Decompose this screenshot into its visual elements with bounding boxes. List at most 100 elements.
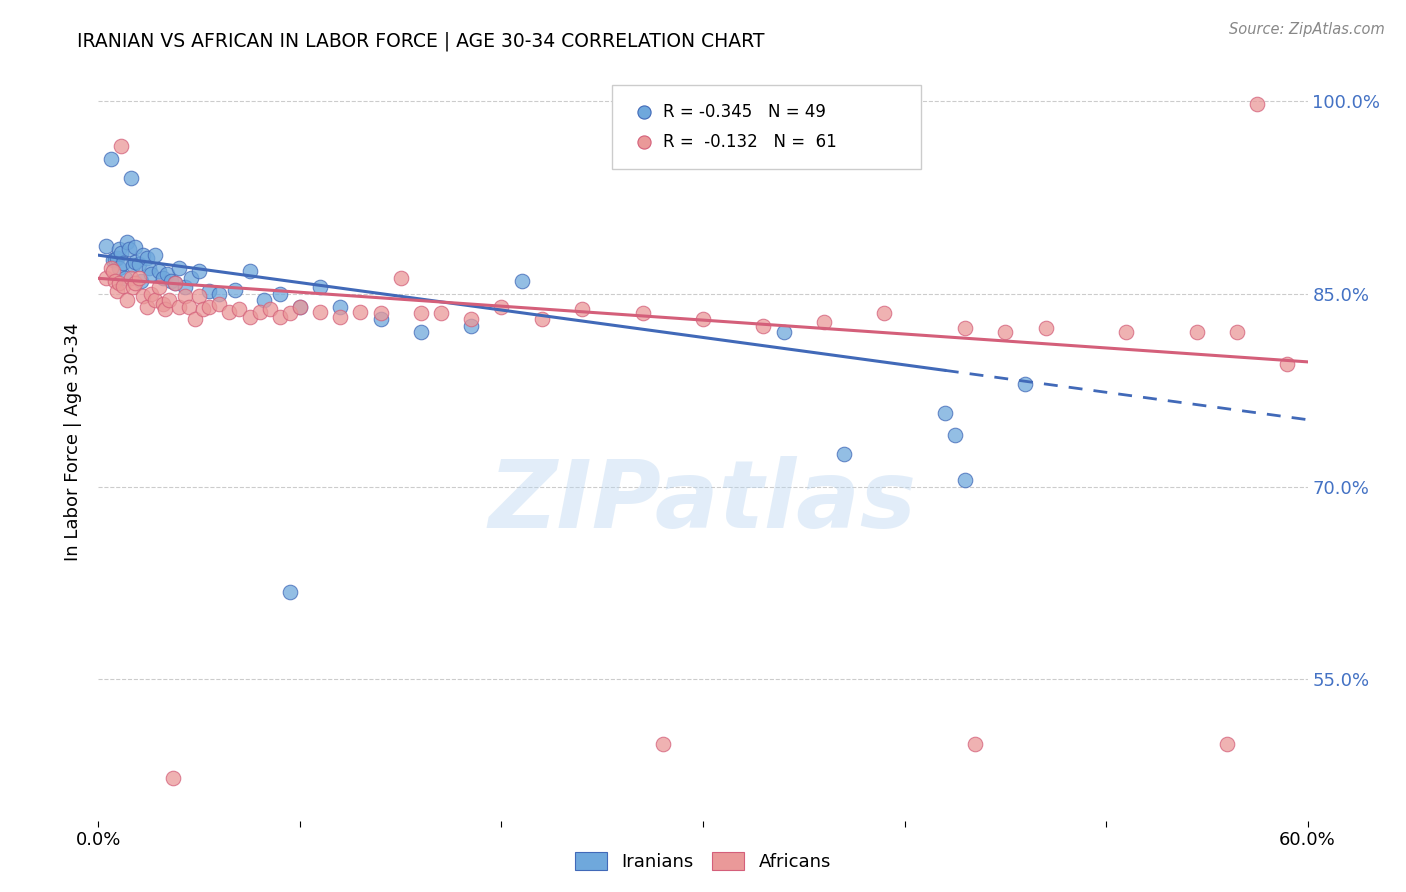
Point	[813, 315, 835, 329]
Point	[163, 277, 186, 291]
Point	[309, 304, 332, 318]
Point	[953, 473, 976, 487]
Text: R =  -0.132   N =  61: R = -0.132 N = 61	[664, 133, 837, 151]
Point	[124, 254, 146, 268]
Point	[128, 257, 150, 271]
Point	[110, 245, 132, 260]
Point	[120, 271, 142, 285]
Point	[103, 274, 125, 288]
Point	[329, 310, 352, 324]
Point	[995, 228, 1018, 243]
Point	[107, 277, 129, 291]
Point	[100, 261, 122, 276]
Point	[143, 293, 166, 308]
Point	[153, 302, 176, 317]
Point	[184, 312, 207, 326]
Point	[224, 283, 246, 297]
Point	[111, 256, 134, 270]
Point	[278, 585, 301, 599]
Point	[228, 302, 250, 317]
Point	[278, 306, 301, 320]
Point	[121, 259, 143, 273]
Point	[120, 171, 142, 186]
Text: IRANIAN VS AFRICAN IN LABOR FORCE | AGE 30-34 CORRELATION CHART: IRANIAN VS AFRICAN IN LABOR FORCE | AGE …	[77, 31, 765, 51]
Point	[152, 297, 174, 311]
Point	[239, 310, 262, 324]
Point	[965, 737, 987, 751]
Point	[1216, 737, 1239, 751]
Point	[110, 139, 132, 153]
Point	[253, 293, 276, 308]
Point	[389, 271, 412, 285]
Point	[156, 268, 179, 282]
Point	[132, 289, 155, 303]
Point	[118, 242, 141, 256]
Point	[1185, 326, 1208, 340]
Point	[832, 447, 855, 461]
Point	[288, 300, 311, 314]
Point	[128, 271, 150, 285]
Point	[132, 248, 155, 262]
Point	[193, 302, 215, 317]
Point	[994, 326, 1017, 340]
Point	[101, 263, 124, 277]
Point	[111, 279, 134, 293]
Point	[129, 274, 152, 288]
Point	[1115, 326, 1137, 340]
Point	[100, 152, 122, 166]
Point	[1226, 326, 1249, 340]
Point	[162, 771, 184, 785]
Point	[148, 280, 170, 294]
Point	[349, 304, 371, 318]
Point	[163, 277, 186, 291]
Point	[460, 318, 482, 333]
Point	[269, 310, 291, 324]
Point	[571, 302, 593, 317]
Point	[430, 306, 453, 320]
Point	[1035, 321, 1057, 335]
Point	[873, 306, 896, 320]
Point	[259, 302, 281, 317]
Point	[124, 277, 146, 291]
Point	[752, 318, 775, 333]
Point	[107, 242, 129, 256]
Point	[218, 304, 240, 318]
Point	[249, 304, 271, 318]
Point	[160, 274, 183, 288]
Legend: Iranians, Africans: Iranians, Africans	[568, 845, 838, 879]
Point	[208, 297, 231, 311]
Point	[101, 253, 124, 268]
Point	[510, 274, 533, 288]
Point	[135, 300, 157, 314]
Point	[143, 248, 166, 262]
Point	[530, 312, 553, 326]
Point	[105, 251, 128, 265]
Point	[953, 321, 976, 335]
Point	[943, 428, 966, 442]
Point	[239, 263, 262, 277]
Point	[460, 312, 482, 326]
Text: Source: ZipAtlas.com: Source: ZipAtlas.com	[1229, 22, 1385, 37]
Point	[115, 235, 138, 250]
Text: R = -0.345   N = 49: R = -0.345 N = 49	[664, 103, 825, 120]
Point	[124, 240, 146, 254]
Point	[135, 251, 157, 265]
Point	[772, 326, 794, 340]
FancyBboxPatch shape	[613, 85, 921, 169]
Point	[1277, 358, 1299, 372]
Point	[148, 263, 170, 277]
Point	[167, 300, 190, 314]
Point	[1246, 96, 1268, 111]
Point	[631, 306, 654, 320]
Point	[370, 312, 392, 326]
Point	[179, 300, 201, 314]
Point	[692, 312, 714, 326]
Point	[208, 286, 231, 301]
Point	[157, 293, 180, 308]
Point	[409, 326, 432, 340]
Text: ZIPatlas: ZIPatlas	[489, 456, 917, 549]
Point	[651, 737, 673, 751]
Point	[934, 406, 956, 420]
Point	[174, 280, 197, 294]
Point	[96, 271, 118, 285]
